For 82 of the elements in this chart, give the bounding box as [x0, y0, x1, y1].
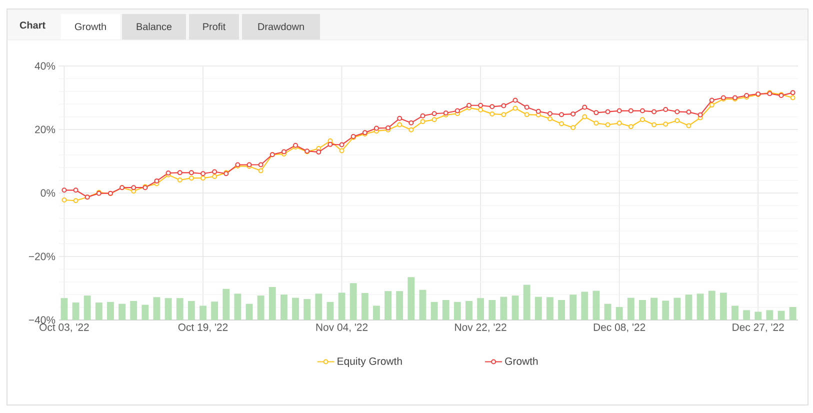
y-tick-label: −20% — [28, 252, 56, 260]
bar — [466, 300, 472, 320]
text: Chart — [20, 21, 46, 29]
bar — [419, 290, 426, 320]
text: Profit — [203, 22, 226, 30]
bar — [754, 312, 762, 320]
bar — [372, 306, 380, 320]
bar — [84, 296, 91, 320]
bar — [558, 300, 565, 320]
bar — [720, 292, 727, 320]
bar — [153, 297, 160, 320]
x-tick-label: Nov 04, '22 — [316, 324, 368, 332]
bar — [292, 298, 299, 320]
bar — [638, 300, 646, 320]
bar — [604, 304, 612, 320]
bar — [408, 277, 415, 320]
x-tick-label: Dec 08, '22 — [594, 324, 646, 332]
bar — [512, 296, 519, 320]
bar — [280, 294, 288, 320]
bar — [257, 296, 264, 320]
y-tick-label: 40% — [34, 62, 56, 70]
bar — [442, 300, 450, 320]
bar — [430, 302, 438, 320]
bar — [234, 294, 242, 320]
x-tick-label: Nov 22, '22 — [455, 324, 506, 332]
bar — [778, 310, 785, 320]
bar — [616, 306, 623, 320]
bar — [315, 294, 322, 320]
bar — [500, 296, 508, 320]
bar — [130, 300, 138, 320]
bar — [732, 306, 738, 320]
bar — [454, 302, 461, 320]
bar — [95, 302, 102, 320]
bar — [396, 291, 404, 320]
bar — [142, 304, 149, 320]
bar — [60, 298, 68, 320]
bar — [627, 298, 634, 320]
bar — [246, 304, 253, 320]
bar — [523, 284, 530, 320]
y-tick-label: 20% — [35, 126, 56, 134]
bar — [488, 300, 496, 320]
text: Growth — [74, 22, 106, 30]
legend-label: Growth — [505, 357, 538, 365]
bar — [222, 288, 230, 320]
bar — [326, 302, 334, 320]
x-tick-label: Oct 19, '22 — [178, 324, 228, 332]
bar — [685, 294, 692, 320]
x-tick-label: Oct 03, '22 — [40, 324, 89, 332]
text: Balance — [136, 22, 172, 30]
bar — [118, 304, 126, 320]
bar — [650, 298, 658, 320]
bar — [674, 298, 681, 320]
bar — [789, 306, 796, 320]
bar — [743, 310, 750, 320]
legend-label: Equity Growth — [338, 357, 402, 367]
bar — [200, 306, 206, 320]
text: Drawdown — [258, 22, 304, 30]
bar — [534, 296, 542, 320]
x-tick-label: Dec 27, '22 — [732, 324, 784, 332]
bar — [766, 310, 774, 320]
bar — [268, 286, 276, 320]
bar — [477, 298, 484, 320]
bar — [72, 302, 80, 320]
bar — [696, 294, 704, 320]
bar — [546, 297, 554, 320]
bar — [176, 298, 184, 320]
bar — [570, 294, 577, 320]
bar — [361, 293, 368, 320]
bar — [662, 300, 670, 320]
bar — [581, 292, 588, 320]
bar — [304, 299, 311, 320]
bar — [164, 298, 172, 320]
bar — [708, 290, 716, 320]
bar — [338, 292, 346, 320]
y-tick-label: 0% — [40, 189, 56, 197]
bar — [350, 283, 357, 320]
y-tick-label: −40% — [28, 316, 56, 324]
bar — [107, 302, 114, 320]
bar — [211, 302, 218, 320]
bar — [384, 291, 392, 320]
bar — [592, 290, 600, 320]
bar — [188, 300, 195, 320]
